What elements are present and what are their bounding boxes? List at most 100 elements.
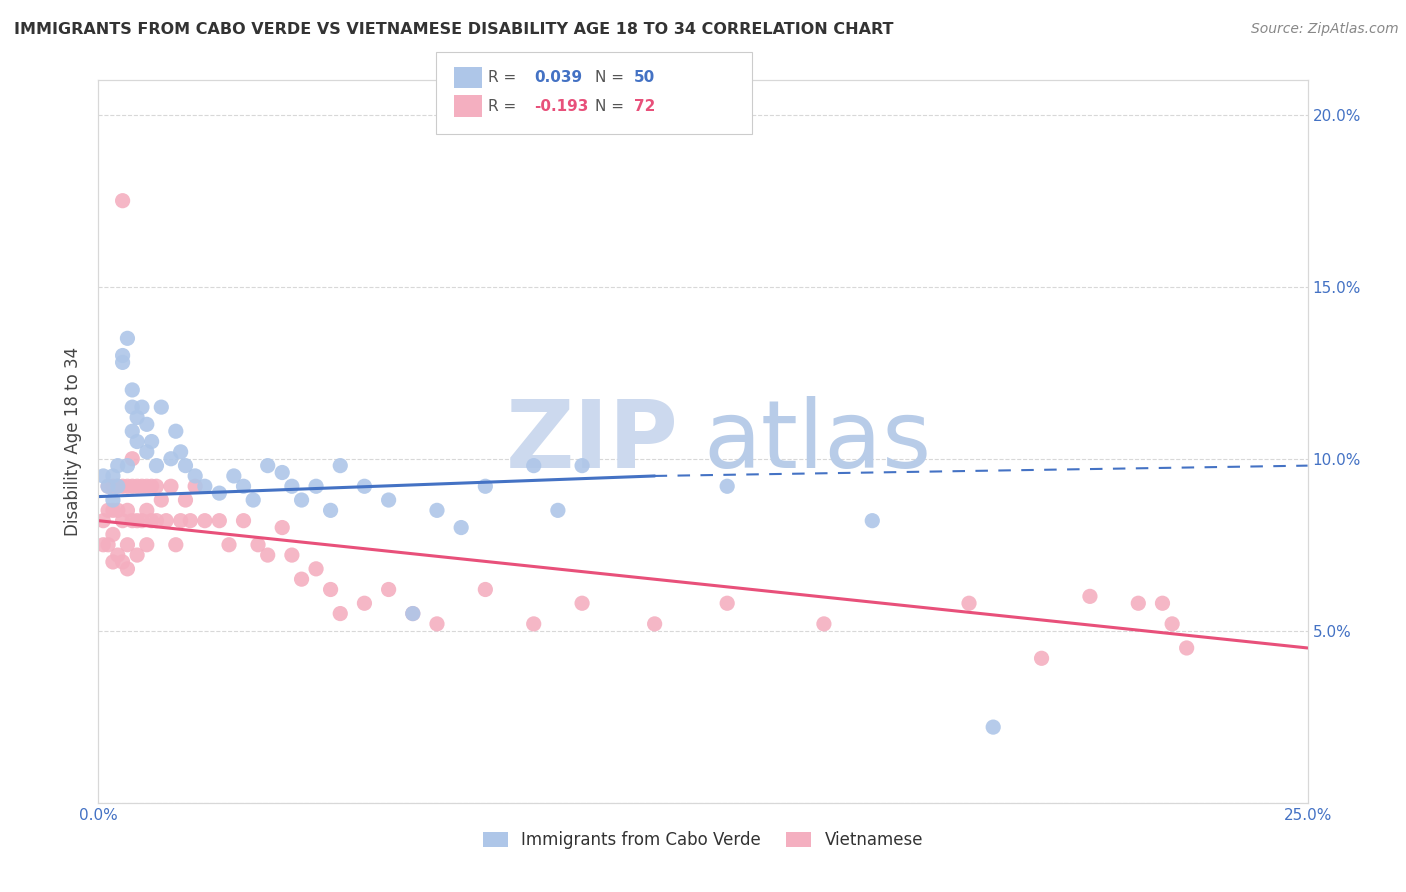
Point	[290, 493, 312, 508]
Point	[121, 400, 143, 414]
Point	[523, 458, 546, 473]
Point	[97, 479, 120, 493]
Point	[319, 503, 342, 517]
Text: 0.039: 0.039	[534, 70, 582, 85]
Point	[165, 538, 187, 552]
Point	[145, 458, 167, 473]
Text: N =: N =	[595, 99, 628, 113]
Point	[426, 616, 449, 631]
Text: R =: R =	[488, 99, 522, 113]
Point	[184, 479, 207, 493]
Point	[174, 458, 197, 473]
Point	[174, 493, 197, 508]
Point	[141, 514, 163, 528]
Text: N =: N =	[595, 70, 628, 85]
Point	[135, 503, 157, 517]
Point	[571, 458, 593, 473]
Point	[111, 514, 134, 528]
Text: ZIP: ZIP	[506, 395, 679, 488]
Point	[160, 479, 183, 493]
Point	[184, 469, 207, 483]
Text: IMMIGRANTS FROM CABO VERDE VS VIETNAMESE DISABILITY AGE 18 TO 34 CORRELATION CHA: IMMIGRANTS FROM CABO VERDE VS VIETNAMESE…	[14, 22, 894, 37]
Point	[101, 493, 124, 508]
Point	[232, 514, 254, 528]
Point	[107, 479, 129, 493]
Point	[402, 607, 425, 621]
Point	[101, 527, 124, 541]
Point	[1152, 596, 1174, 610]
Point	[117, 538, 139, 552]
Point	[169, 514, 191, 528]
Point	[121, 451, 143, 466]
Point	[107, 548, 129, 562]
Point	[547, 503, 569, 517]
Point	[981, 720, 1004, 734]
Point	[716, 596, 738, 610]
Point	[141, 434, 163, 449]
Legend: Immigrants from Cabo Verde, Vietnamese: Immigrants from Cabo Verde, Vietnamese	[477, 824, 929, 856]
Point	[305, 479, 328, 493]
Point	[290, 572, 312, 586]
Point	[281, 548, 304, 562]
Point	[1128, 596, 1150, 610]
Point	[271, 466, 294, 480]
Point	[644, 616, 666, 631]
Point	[107, 458, 129, 473]
Point	[860, 514, 883, 528]
Point	[127, 479, 149, 493]
Point	[150, 493, 173, 508]
Point	[319, 582, 342, 597]
Text: R =: R =	[488, 70, 522, 85]
Point	[91, 538, 114, 552]
Point	[402, 607, 425, 621]
Point	[377, 493, 399, 508]
Point	[121, 479, 143, 493]
Point	[121, 424, 143, 438]
Point	[305, 562, 328, 576]
Point	[329, 458, 352, 473]
Point	[107, 479, 129, 493]
Point	[1031, 651, 1053, 665]
Point	[169, 445, 191, 459]
Point	[127, 514, 149, 528]
Text: Source: ZipAtlas.com: Source: ZipAtlas.com	[1251, 22, 1399, 37]
Point	[101, 469, 124, 483]
Point	[813, 616, 835, 631]
Point	[97, 538, 120, 552]
Point	[281, 479, 304, 493]
Point	[111, 349, 134, 363]
Text: -0.193: -0.193	[534, 99, 589, 113]
Point	[194, 479, 217, 493]
Point	[256, 458, 278, 473]
Point	[957, 596, 980, 610]
Point	[145, 514, 167, 528]
Point	[377, 582, 399, 597]
Point	[117, 503, 139, 517]
Point	[329, 607, 352, 621]
Point	[131, 400, 153, 414]
Point	[117, 458, 139, 473]
Point	[474, 582, 496, 597]
Point	[101, 503, 124, 517]
Point	[97, 479, 120, 493]
Point	[91, 514, 114, 528]
Point	[271, 520, 294, 534]
Point	[353, 596, 375, 610]
Point	[131, 514, 153, 528]
Point	[247, 538, 270, 552]
Point	[571, 596, 593, 610]
Point	[1161, 616, 1184, 631]
Point	[135, 417, 157, 432]
Point	[117, 331, 139, 345]
Point	[523, 616, 546, 631]
Point	[101, 555, 124, 569]
Point	[127, 410, 149, 425]
Point	[179, 514, 201, 528]
Point	[145, 479, 167, 493]
Point	[222, 469, 245, 483]
Point	[127, 434, 149, 449]
Point	[716, 479, 738, 493]
Point	[1175, 640, 1198, 655]
Point	[218, 538, 240, 552]
Point	[160, 451, 183, 466]
